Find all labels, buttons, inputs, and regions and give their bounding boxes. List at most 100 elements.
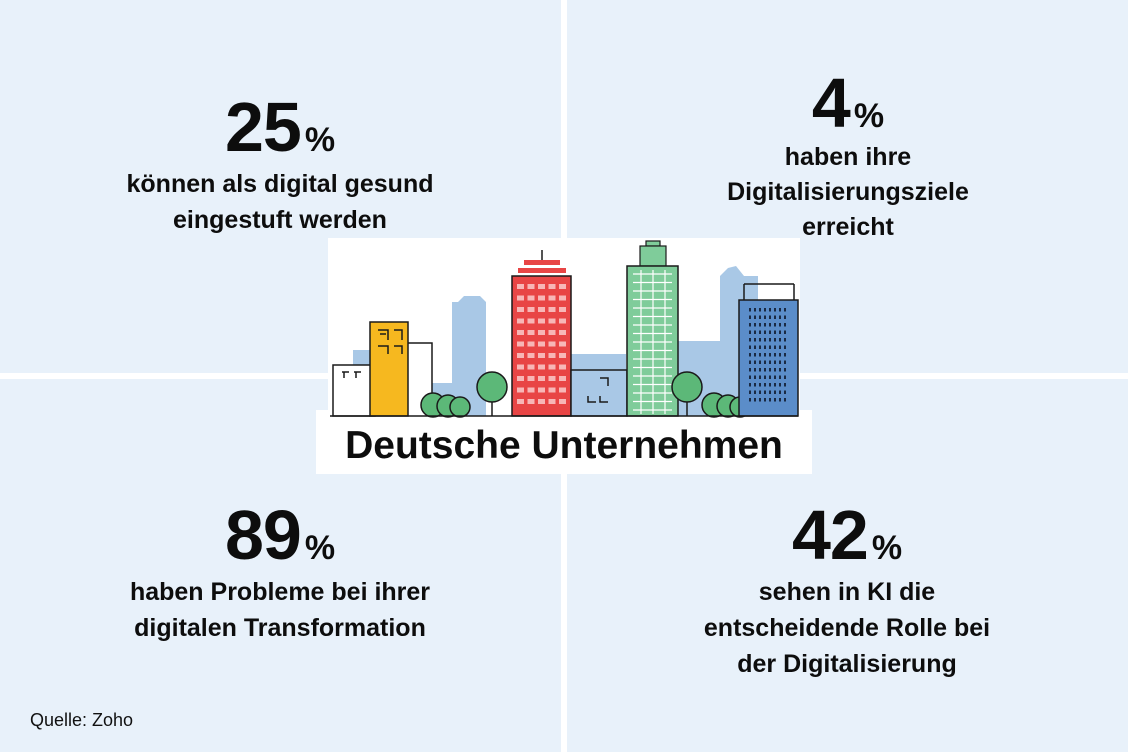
window xyxy=(517,284,524,289)
bush xyxy=(449,396,471,418)
window xyxy=(784,368,786,372)
window xyxy=(527,284,535,289)
window xyxy=(784,360,786,364)
window xyxy=(548,387,556,393)
window xyxy=(517,295,524,301)
stat-ai-role: 42% sehen in KI die entscheidende Rolle … xyxy=(647,500,1047,682)
stat-unit: % xyxy=(304,529,336,567)
window xyxy=(759,360,761,364)
source-note: Quelle: Zoho xyxy=(30,710,134,730)
window xyxy=(527,330,535,335)
stat-unit: % xyxy=(853,97,885,135)
stat-line: digitalen Transformation xyxy=(134,614,426,642)
window xyxy=(548,284,556,289)
window xyxy=(784,308,786,312)
window xyxy=(779,368,781,372)
window xyxy=(548,399,556,404)
window xyxy=(749,330,751,334)
window xyxy=(779,315,781,319)
window xyxy=(784,330,786,334)
window xyxy=(774,308,776,312)
window xyxy=(774,383,776,387)
window xyxy=(754,338,756,342)
red-tower-windows xyxy=(517,284,566,404)
stat-digital-healthy: 25% können als digital gesund eingestuft… xyxy=(80,92,480,238)
window xyxy=(749,308,751,312)
window xyxy=(779,398,781,402)
tree-crown xyxy=(671,371,703,403)
window xyxy=(749,338,751,342)
window xyxy=(759,308,761,312)
red-tower-crown xyxy=(524,260,560,265)
window xyxy=(769,390,771,394)
stat-line: sehen in KI die xyxy=(758,578,936,606)
window xyxy=(769,308,771,312)
window xyxy=(527,399,535,404)
window xyxy=(759,398,761,402)
window xyxy=(749,398,751,402)
window xyxy=(774,330,776,334)
stat-transformation-problems: 89% haben Probleme bei ihrer digitalen T… xyxy=(80,500,480,646)
window xyxy=(527,318,535,324)
window xyxy=(769,323,771,327)
window xyxy=(517,318,524,324)
stat-number: 42 xyxy=(791,496,869,574)
window xyxy=(774,315,776,319)
window xyxy=(559,307,566,312)
building-outline-behind xyxy=(408,342,433,416)
window xyxy=(749,375,751,379)
window xyxy=(769,338,771,342)
blue-tower-top-frame xyxy=(743,283,795,300)
window xyxy=(538,284,545,289)
window xyxy=(517,364,524,370)
window xyxy=(764,330,766,334)
window xyxy=(769,360,771,364)
window xyxy=(774,345,776,349)
stat-line: erreicht xyxy=(802,213,894,241)
window xyxy=(779,338,781,342)
window xyxy=(559,353,566,358)
window xyxy=(517,387,524,393)
window xyxy=(754,345,756,349)
window xyxy=(764,315,766,319)
stat-value: 4% xyxy=(648,68,1048,138)
window xyxy=(759,383,761,387)
window xyxy=(764,390,766,394)
window xyxy=(754,315,756,319)
window xyxy=(759,353,761,357)
window xyxy=(784,375,786,379)
window xyxy=(784,398,786,402)
stat-line: können als digital gesund xyxy=(126,170,434,198)
window xyxy=(774,368,776,372)
window xyxy=(784,345,786,349)
stat-value: 42% xyxy=(647,500,1047,570)
window xyxy=(538,399,545,404)
window xyxy=(559,341,566,347)
window xyxy=(548,376,556,381)
window xyxy=(769,345,771,349)
window xyxy=(517,399,524,404)
stat-description: können als digital gesund eingestuft wer… xyxy=(80,166,480,238)
window xyxy=(764,345,766,349)
stat-line: haben Probleme bei ihrer xyxy=(129,578,431,606)
window xyxy=(774,323,776,327)
window xyxy=(749,368,751,372)
window xyxy=(779,360,781,364)
window xyxy=(548,295,556,301)
stat-number: 4 xyxy=(811,64,851,142)
window xyxy=(754,368,756,372)
window xyxy=(774,360,776,364)
window xyxy=(754,308,756,312)
window xyxy=(764,338,766,342)
window xyxy=(548,330,556,335)
window xyxy=(759,323,761,327)
window xyxy=(538,307,545,312)
window xyxy=(527,376,535,381)
window xyxy=(764,368,766,372)
window xyxy=(764,353,766,357)
window xyxy=(538,318,545,324)
window xyxy=(784,323,786,327)
window xyxy=(784,390,786,394)
window xyxy=(764,375,766,379)
